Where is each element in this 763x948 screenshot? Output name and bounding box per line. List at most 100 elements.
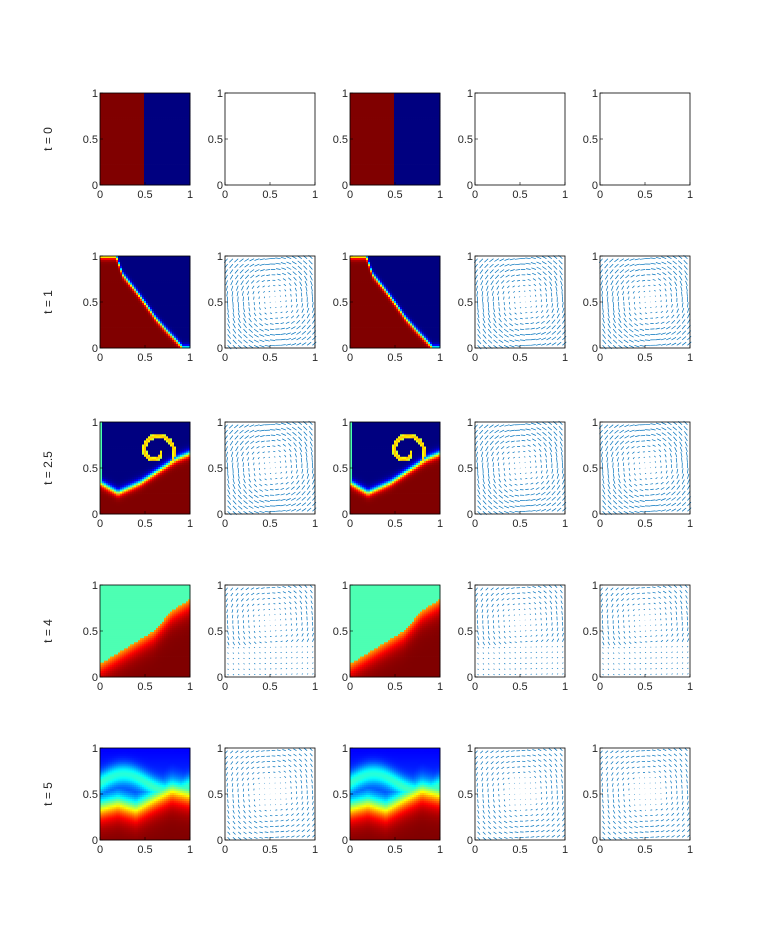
quiver-arrow — [603, 631, 604, 635]
quiver-arrow — [675, 764, 677, 767]
quiver-arrow — [514, 463, 515, 464]
quiver-arrow — [629, 799, 630, 801]
quiver-arrow — [557, 818, 559, 821]
quiver-arrow — [534, 450, 536, 452]
quiver-arrow — [481, 604, 483, 607]
quiver-arrow — [634, 832, 638, 833]
quiver-arrow — [270, 313, 272, 314]
quiver-arrow — [562, 468, 563, 473]
quiver-arrow — [550, 287, 551, 291]
quiver-arrow — [554, 432, 557, 436]
quiver-arrow — [687, 674, 688, 675]
quiver-arrow — [265, 264, 270, 265]
quiver-arrow — [309, 266, 312, 270]
quiver-arrow — [562, 480, 564, 485]
quiver-arrow — [656, 433, 661, 435]
quiver-arrow — [613, 495, 616, 499]
quiver-arrow — [259, 297, 260, 299]
quiver-arrow — [487, 604, 489, 607]
quiver-arrow — [619, 425, 624, 428]
y-tick-label: 0.5 — [83, 463, 98, 475]
y-tick-label: 0.5 — [83, 297, 98, 309]
quiver-arrow — [297, 802, 298, 805]
quiver-arrow — [606, 762, 608, 765]
quiver-arrow — [513, 452, 515, 453]
quiver-arrow — [653, 445, 656, 446]
quiver-arrow — [541, 498, 546, 501]
quiver-arrow — [278, 592, 281, 593]
quiver-arrow — [562, 639, 564, 642]
quiver-arrow — [307, 801, 308, 804]
quiver-arrow — [515, 810, 517, 811]
quiver-arrow — [608, 506, 612, 510]
quiver-arrow — [640, 832, 644, 833]
quiver-arrow — [488, 674, 489, 675]
quiver-arrow — [624, 484, 627, 488]
field-image — [350, 748, 440, 840]
quiver-arrow — [263, 772, 265, 773]
quiver-arrow — [652, 755, 656, 756]
quiver-arrow — [546, 459, 547, 463]
quiver-arrow — [559, 431, 562, 435]
quiver-arrow — [562, 663, 563, 664]
quiver-arrow — [622, 452, 624, 455]
quiver-arrow — [292, 422, 297, 425]
quiver-arrow — [660, 295, 661, 297]
quiver-arrow — [604, 425, 608, 429]
quiver-arrow — [618, 463, 619, 467]
quiver-arrow — [249, 313, 251, 317]
quiver-arrow — [503, 457, 504, 460]
quiver-arrow — [286, 471, 287, 473]
quiver-arrow — [541, 310, 543, 313]
quiver-arrow — [678, 261, 682, 265]
quiver-arrow — [238, 805, 239, 808]
quiver-arrow — [672, 824, 675, 826]
quiver-arrow — [607, 615, 608, 619]
y-tick-label: 0.5 — [583, 134, 598, 146]
quiver-arrow — [511, 441, 515, 442]
quiver-arrow — [257, 280, 260, 282]
quiver-arrow — [548, 271, 552, 275]
quiver-arrow — [601, 762, 603, 765]
quiver-arrow — [677, 813, 679, 816]
quiver-arrow — [228, 658, 229, 659]
quiver-arrow — [528, 766, 531, 767]
quiver-arrow — [495, 270, 499, 273]
quiver-arrow — [656, 317, 659, 318]
quiver-arrow — [512, 593, 515, 594]
quiver-arrow — [628, 609, 629, 611]
quiver-arrow — [265, 810, 267, 811]
quiver-arrow — [504, 335, 509, 338]
quiver-arrow — [672, 486, 675, 490]
quiver-arrow — [497, 604, 499, 607]
quiver-arrow — [629, 340, 634, 342]
quiver-arrow — [608, 479, 610, 484]
quiver-arrow — [281, 339, 286, 340]
quiver-arrow — [281, 317, 284, 318]
quiver-arrow — [252, 767, 255, 769]
quiver-arrow — [616, 446, 619, 450]
quiver-arrow — [536, 510, 541, 512]
quiver-arrow — [626, 756, 629, 758]
quiver-arrow — [634, 340, 639, 342]
quiver-arrow — [557, 807, 559, 810]
quiver-arrow — [623, 463, 624, 466]
quiver-arrow — [634, 506, 639, 508]
quiver-arrow — [487, 457, 488, 462]
quiver-arrow — [614, 425, 618, 428]
quiver-arrow — [250, 264, 255, 267]
quiver-arrows — [601, 585, 689, 675]
quiver-arrow — [291, 316, 294, 319]
quiver-arrow — [611, 767, 613, 770]
field-image — [100, 748, 190, 840]
quiver-arrow — [625, 270, 629, 273]
quiver-arrow — [549, 759, 552, 762]
quiver-arrow — [623, 783, 624, 785]
quiver-arrow — [608, 313, 610, 318]
quiver-arrow — [541, 808, 543, 810]
quiver-arrow — [539, 597, 541, 599]
quiver-arrow — [509, 810, 511, 811]
quiver-arrow — [658, 760, 661, 762]
quiver-arrow — [670, 454, 671, 458]
quiver-arrow — [509, 827, 512, 828]
